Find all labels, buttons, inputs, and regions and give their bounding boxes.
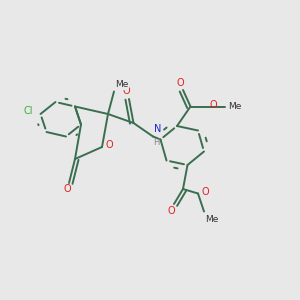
Text: Me: Me xyxy=(116,80,129,89)
Text: Me: Me xyxy=(206,214,219,224)
Text: O: O xyxy=(106,140,113,151)
Text: H: H xyxy=(154,138,160,147)
Text: N: N xyxy=(154,124,161,134)
Text: O: O xyxy=(64,184,71,194)
Text: O: O xyxy=(167,206,175,216)
Text: Me: Me xyxy=(228,102,242,111)
Text: O: O xyxy=(177,78,184,88)
Text: Cl: Cl xyxy=(23,106,33,116)
Text: O: O xyxy=(201,187,208,197)
Text: O: O xyxy=(210,100,218,110)
Text: O: O xyxy=(123,86,130,96)
